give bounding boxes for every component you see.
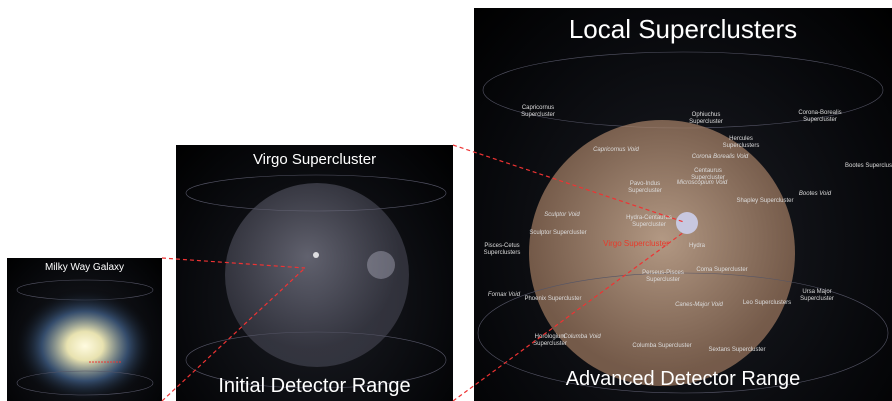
- region-label: Pavo-Indus Supercluster: [628, 181, 662, 194]
- panel-title: Local Superclusters: [568, 14, 798, 44]
- region-label: Capricornus Supercluster: [521, 105, 555, 118]
- region-label: Corona-Borealis Supercluster: [798, 110, 842, 123]
- region-label: Ursa Major Supercluster: [800, 289, 834, 302]
- region-label: Hydra-Centaurus Supercluster: [626, 215, 672, 228]
- region-label: Microscopium Void: [676, 180, 728, 186]
- region-label: Virgo Supercluster: [603, 239, 669, 248]
- region-label: Perseus-Pisces Supercluster: [642, 270, 684, 283]
- panel-caption: Initial Detector Range: [218, 375, 411, 397]
- region-label: Centaurus Supercluster: [691, 168, 725, 181]
- region-label: Coma Supercluster: [696, 267, 748, 273]
- superclusters-image: [477, 51, 889, 394]
- region-label: Hydra: [688, 243, 705, 249]
- region-label: Bootes Supercluster: [844, 163, 892, 169]
- region-label: Phoenix Supercluster: [524, 296, 582, 302]
- region-label: Columba Supercluster: [632, 343, 692, 349]
- region-label: Ophiuchus Supercluster: [689, 112, 723, 125]
- region-label: Columba Void: [563, 334, 601, 340]
- panel-title: Virgo Supercluster: [252, 151, 377, 168]
- region-label: Sextans Supercluster: [708, 347, 766, 353]
- region-label: Canes-Major Void: [675, 302, 723, 308]
- region-label: Horologium Supercluster: [533, 334, 567, 347]
- region-label: Sculptor Supercluster: [529, 230, 587, 236]
- region-label: Leo Superclusters: [742, 300, 792, 306]
- region-label: Capricornus Void: [593, 147, 639, 153]
- galaxy-image: [13, 279, 157, 401]
- region-label: Bootes Void: [798, 191, 832, 197]
- virgo-image: [185, 174, 447, 389]
- panel-caption: Advanced Detector Range: [565, 368, 801, 390]
- region-label: Pisces-Cetus Superclusters: [483, 243, 521, 256]
- region-label: Corona Borealis Void: [691, 154, 749, 160]
- panel-title: Milky Way Galaxy: [44, 262, 125, 273]
- local-superclusters-panel: Local Superclusters Advanced Detector Ra…: [474, 8, 892, 401]
- milky-way-panel: Milky Way Galaxy: [7, 258, 162, 401]
- region-label: Hercules Superclusters: [722, 136, 760, 149]
- virgo-panel: Virgo Supercluster Initial Detector Rang…: [176, 145, 453, 401]
- region-label: Shapley Supercluster: [736, 198, 794, 204]
- region-label: Fornax Void: [487, 292, 521, 298]
- region-label: Sculptor Void: [544, 212, 580, 218]
